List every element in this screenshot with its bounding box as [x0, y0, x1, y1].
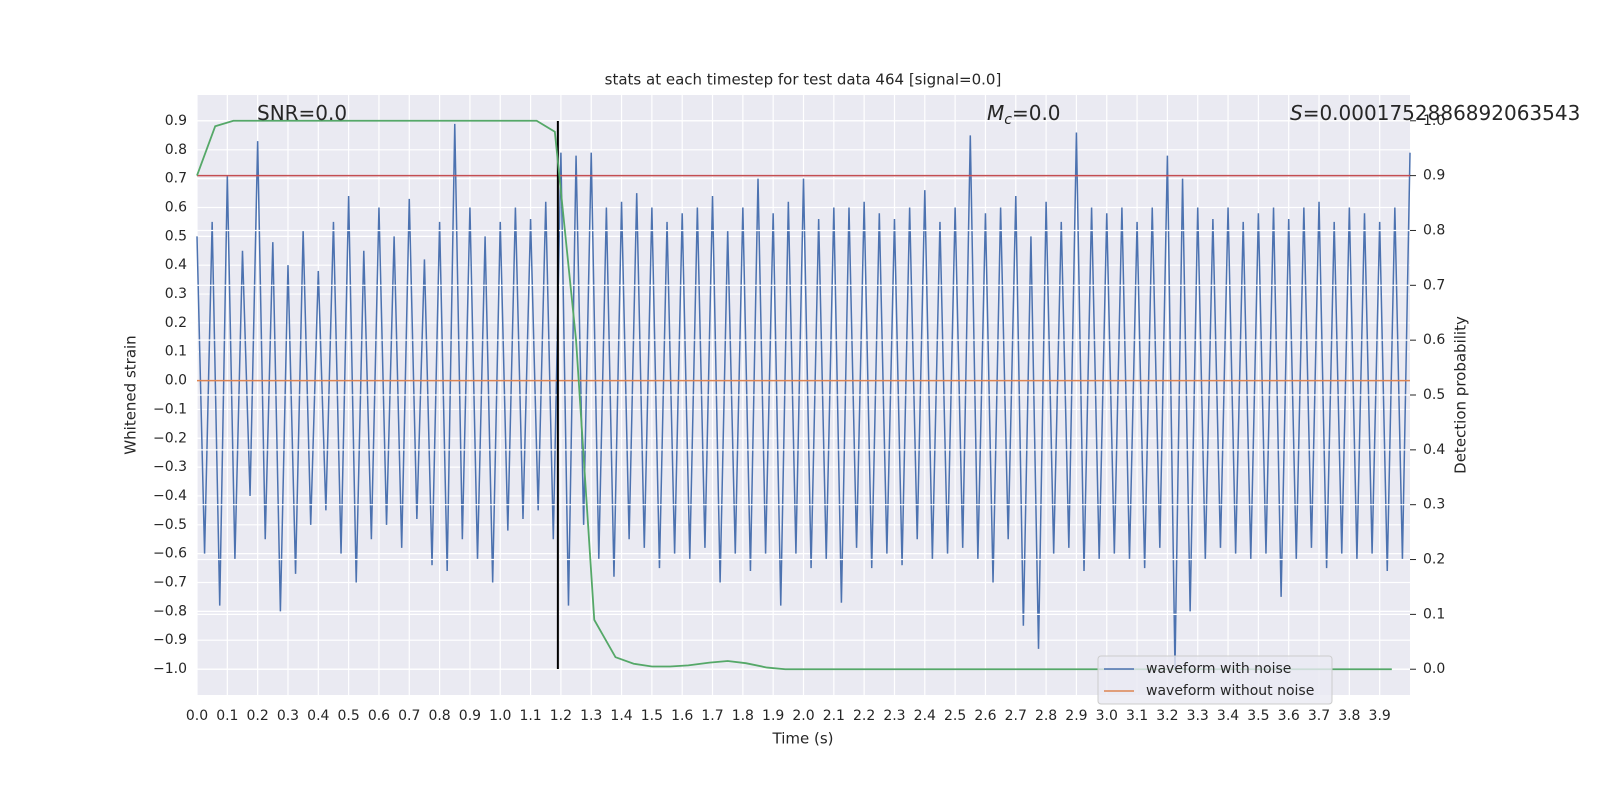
legend-label: waveform without noise — [1146, 683, 1314, 699]
x-tick-label: 2.0 — [792, 708, 814, 724]
x-tick-label: 0.0 — [186, 708, 208, 724]
x-tick-label: 3.9 — [1369, 708, 1391, 724]
x-tick-label: 0.8 — [428, 708, 450, 724]
x-axis-label: Time (s) — [772, 730, 834, 748]
x-tick-label: 0.4 — [307, 708, 329, 724]
x-tick-label: 3.5 — [1247, 708, 1269, 724]
x-tick-label: 2.1 — [823, 708, 845, 724]
y-tick-label: 0.2 — [165, 315, 187, 331]
x-tick-label: 2.7 — [1005, 708, 1027, 724]
x-tick-label: 1.0 — [489, 708, 511, 724]
x-tick-label: 0.5 — [337, 708, 359, 724]
x-tick-label: 1.4 — [610, 708, 632, 724]
y2-axis-label: Detection probability — [1452, 316, 1470, 474]
y2-tick-label: 0.2 — [1423, 552, 1445, 568]
x-tick-label: 3.1 — [1126, 708, 1148, 724]
y-tick-label: −0.4 — [153, 488, 187, 504]
y2-tick-label: 0.9 — [1423, 168, 1445, 184]
y2-tick-label: 0.1 — [1423, 606, 1445, 622]
x-tick-label: 0.6 — [368, 708, 390, 724]
y-tick-label: 0.5 — [165, 228, 187, 244]
annotation-symbol: M — [987, 101, 1004, 125]
x-tick-label: 1.9 — [762, 708, 784, 724]
y-axis-label: Whitened strain — [122, 335, 140, 454]
x-tick-label: 1.8 — [732, 708, 754, 724]
y-tick-label: 0.3 — [165, 286, 187, 302]
x-tick-label: 3.8 — [1338, 708, 1360, 724]
x-tick-label: 1.7 — [701, 708, 723, 724]
y-tick-label: −1.0 — [153, 661, 187, 677]
y-tick-label: 0.1 — [165, 344, 187, 360]
x-tick-label: 1.3 — [580, 708, 602, 724]
x-tick-label: 0.7 — [398, 708, 420, 724]
y-tick-label: −0.2 — [153, 430, 187, 446]
annotation-symbol: S — [1290, 101, 1303, 125]
y-tick-label: −0.6 — [153, 546, 187, 562]
y2-tick-label: 1.0 — [1423, 113, 1445, 129]
x-tick-label: 3.2 — [1156, 708, 1178, 724]
x-tick-label: 0.3 — [277, 708, 299, 724]
y2-tick-label: 0.3 — [1423, 497, 1445, 513]
y-tick-label: −0.7 — [153, 575, 187, 591]
y2-tick-label: 0.4 — [1423, 442, 1445, 458]
y-tick-label: 0.9 — [165, 113, 187, 129]
x-tick-label: 2.3 — [883, 708, 905, 724]
probability-line — [196, 119, 1392, 671]
y-tick-label: −0.3 — [153, 459, 187, 475]
y2-tick-label: 0.7 — [1423, 277, 1445, 293]
y-tick-label: 0.7 — [165, 171, 187, 187]
x-tick-label: 1.1 — [519, 708, 541, 724]
y-tick-label: 0.4 — [165, 257, 187, 273]
x-tick-label: 2.4 — [914, 708, 936, 724]
x-tick-label: 2.9 — [1065, 708, 1087, 724]
annotation-text: =0.0 — [1012, 101, 1061, 125]
chart-title: stats at each timestep for test data 464… — [605, 71, 1002, 89]
y-tick-label: −0.8 — [153, 603, 187, 619]
x-tick-label: 3.7 — [1308, 708, 1330, 724]
legend-label: waveform with noise — [1146, 661, 1291, 677]
annotation-subscript: c — [1004, 112, 1012, 128]
y-tick-label: 0.6 — [165, 200, 187, 216]
x-tick-label: 2.2 — [853, 708, 875, 724]
x-tick-label: 1.6 — [671, 708, 693, 724]
annotation: S=0.0001752886892063543 — [1290, 101, 1580, 125]
series-line — [196, 123, 1411, 670]
x-tick-label: 3.0 — [1096, 708, 1118, 724]
x-tick-label: 0.2 — [247, 708, 269, 724]
x-tick-label: 3.4 — [1217, 708, 1239, 724]
x-tick-label: 0.1 — [216, 708, 238, 724]
x-tick-label: 1.2 — [550, 708, 572, 724]
annotation: Mc=0.0 — [987, 101, 1061, 129]
y-tick-label: −0.5 — [153, 517, 187, 533]
y2-tick-label: 0.6 — [1423, 332, 1445, 348]
y2-tick-label: 0.8 — [1423, 222, 1445, 238]
legend-box — [1097, 655, 1333, 705]
x-tick-label: 1.5 — [641, 708, 663, 724]
y2-tick-label: 0.0 — [1423, 661, 1445, 677]
x-tick-label: 0.9 — [459, 708, 481, 724]
y-tick-label: −0.1 — [153, 401, 187, 417]
y2-tick-label: 0.5 — [1423, 387, 1445, 403]
annotation-text: =0.0001752886892063543 — [1303, 101, 1581, 125]
x-tick-label: 2.6 — [974, 708, 996, 724]
x-tick-label: 2.8 — [1035, 708, 1057, 724]
annotation-text: SNR=0.0 — [257, 101, 347, 125]
y-tick-label: 0.0 — [165, 373, 187, 389]
x-tick-label: 3.6 — [1278, 708, 1300, 724]
annotation: SNR=0.0 — [257, 101, 347, 125]
x-tick-label: 2.5 — [944, 708, 966, 724]
x-tick-label: 3.3 — [1187, 708, 1209, 724]
y-tick-label: −0.9 — [153, 632, 187, 648]
y-tick-label: 0.8 — [165, 142, 187, 158]
